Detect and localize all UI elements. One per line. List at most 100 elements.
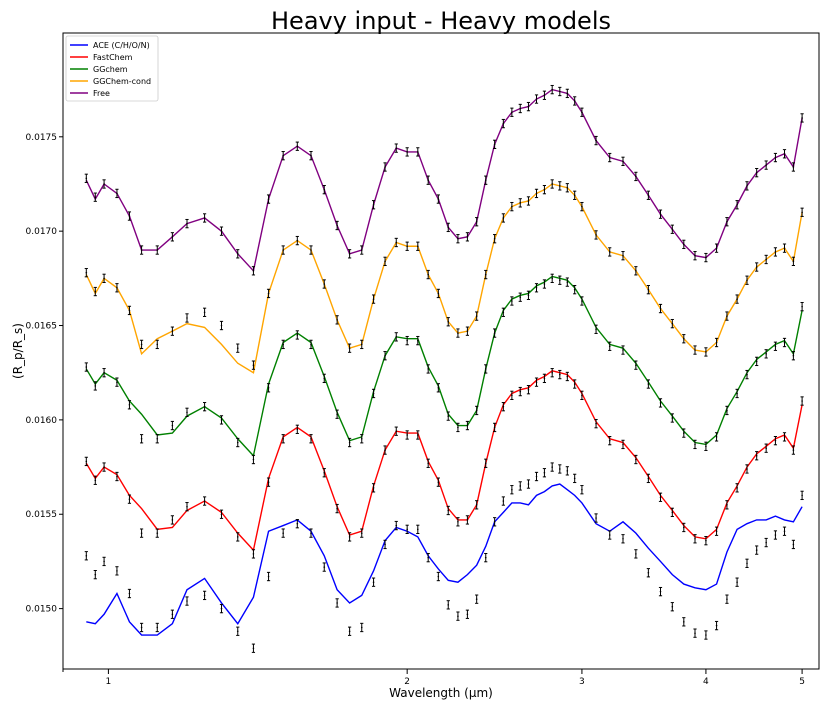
data-point — [791, 445, 795, 455]
data-point — [219, 415, 224, 425]
data-point — [371, 483, 376, 493]
data-point — [202, 590, 207, 601]
data-point — [608, 435, 612, 446]
series-line-0 — [86, 483, 803, 636]
data-point — [139, 434, 144, 444]
data-point — [348, 249, 352, 259]
data-point — [501, 307, 505, 317]
data-point — [371, 200, 376, 210]
data-point — [725, 217, 729, 227]
data-point — [621, 251, 625, 261]
data-point — [565, 371, 569, 382]
data-point — [634, 171, 638, 182]
data-point — [800, 396, 804, 406]
data-point — [518, 103, 522, 114]
data-point — [335, 598, 339, 608]
data-point — [309, 151, 313, 161]
y-tick-label: 0.0150 — [26, 605, 58, 615]
data-point — [426, 364, 430, 374]
data-point — [335, 220, 339, 231]
data-point — [580, 201, 584, 212]
data-point — [348, 437, 352, 448]
data-point — [115, 566, 119, 576]
data-point — [266, 194, 271, 204]
data-point — [682, 239, 686, 250]
data-point — [745, 369, 749, 380]
data-point — [714, 243, 719, 253]
data-point — [360, 528, 364, 538]
data-point — [534, 377, 539, 387]
data-point — [322, 562, 326, 572]
data-point — [542, 373, 547, 384]
data-point — [621, 534, 625, 544]
data-point — [475, 311, 479, 321]
data-point — [426, 553, 430, 563]
data-point — [534, 471, 539, 482]
data-point — [714, 526, 719, 536]
data-point — [510, 390, 514, 401]
data-point — [102, 179, 106, 189]
data-point — [755, 356, 759, 367]
data-point — [185, 218, 189, 229]
data-point — [682, 428, 686, 438]
data-point — [621, 439, 625, 450]
data-point — [725, 500, 729, 510]
data-point — [658, 209, 663, 219]
data-point — [682, 334, 686, 344]
data-point — [426, 269, 430, 280]
data-point — [170, 232, 174, 242]
data-point — [550, 368, 554, 378]
data-point — [185, 596, 189, 606]
data-point — [510, 107, 514, 117]
data-point — [102, 368, 106, 378]
data-point — [484, 553, 488, 563]
data-point — [800, 207, 804, 217]
data-point — [281, 528, 285, 538]
data-point — [348, 626, 352, 636]
data-point — [360, 434, 364, 444]
data-point — [573, 285, 577, 295]
data-point — [714, 432, 719, 442]
data-point — [558, 181, 562, 191]
data-point — [658, 492, 663, 502]
plot-frame — [62, 32, 820, 670]
data-point — [416, 335, 420, 346]
legend-label: ACE (C/H/O/N) — [93, 41, 150, 50]
data-point — [510, 201, 514, 212]
data-point — [782, 432, 787, 442]
data-point — [484, 458, 488, 468]
data-point — [550, 273, 554, 283]
y-tick-label: 0.0160 — [26, 416, 58, 426]
data-point — [436, 383, 440, 393]
data-point — [322, 468, 326, 478]
data-point — [465, 326, 470, 336]
data-point — [475, 217, 479, 227]
data-point — [383, 539, 387, 550]
data-point — [594, 135, 598, 146]
data-point — [534, 94, 539, 104]
data-point — [295, 235, 299, 246]
data-point — [542, 184, 547, 195]
data-point — [84, 268, 88, 278]
data-point — [704, 630, 708, 640]
data-point — [608, 152, 612, 163]
data-point — [608, 247, 612, 257]
data-point — [394, 426, 398, 436]
data-point — [322, 373, 326, 384]
data-point — [155, 434, 159, 444]
data-point — [735, 483, 739, 493]
data-point — [281, 434, 285, 444]
y-tick-label: 0.0165 — [26, 322, 58, 332]
data-point — [383, 445, 387, 455]
data-point — [773, 247, 778, 257]
data-point — [526, 101, 531, 112]
data-point — [115, 471, 119, 482]
data-point — [682, 522, 686, 533]
data-point — [281, 245, 285, 255]
data-point — [501, 213, 505, 223]
x-tick-label: 1 — [106, 677, 112, 687]
data-point — [456, 328, 460, 338]
x-axis-label: Wavelength (μm) — [389, 686, 493, 700]
data-point — [251, 454, 256, 465]
